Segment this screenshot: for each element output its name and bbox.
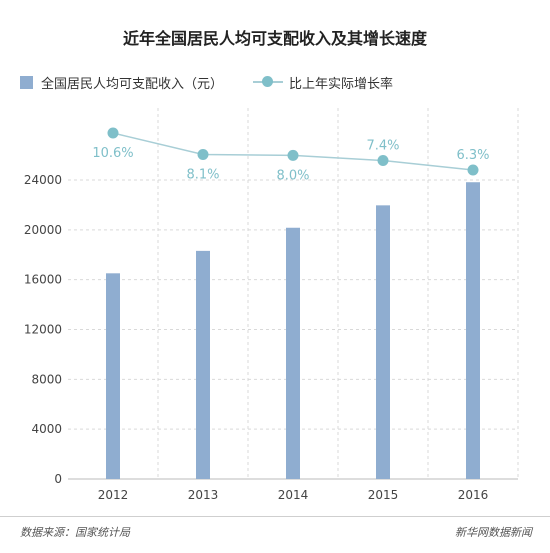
growth-rate-point-2016 [467, 164, 479, 176]
x-tick-label: 2014 [278, 488, 309, 502]
y-tick-label: 4000 [31, 422, 62, 436]
growth-rate-label: 6.3% [456, 148, 489, 163]
legend-bar-label: 全国居民人均可支配收入（元） [41, 76, 224, 92]
bar-income-2016 [466, 182, 480, 479]
footer-source: 数据来源：国家统计局 [20, 526, 130, 539]
y-tick-label: 20000 [24, 223, 62, 237]
x-tick-label: 2013 [188, 488, 219, 502]
footer-divider [0, 516, 550, 517]
growth-rate-point-2012 [107, 127, 119, 139]
legend-bar-swatch [20, 75, 33, 89]
y-tick-label: 8000 [31, 372, 62, 386]
chart-title: 近年全国居民人均可支配收入及其增长速度 [122, 29, 427, 48]
bar-income-2013 [196, 250, 210, 479]
growth-rate-label: 8.1% [186, 168, 219, 183]
bar-income-2012 [106, 273, 120, 479]
x-tick-label: 2016 [458, 488, 489, 502]
x-tick-label: 2012 [98, 488, 129, 502]
y-tick-label: 12000 [24, 323, 62, 337]
legend-line-label: 比上年实际增长率 [289, 76, 394, 92]
growth-rate-label: 8.0% [276, 168, 309, 183]
y-tick-label: 24000 [24, 173, 62, 187]
legend: 全国居民人均可支配收入（元） 比上年实际增长率 [20, 72, 393, 92]
growth-rate-label: 10.6% [92, 146, 133, 161]
growth-rate-point-2013 [197, 149, 209, 161]
growth-rate-point-2015 [377, 155, 389, 167]
growth-rate-point-2014 [287, 149, 299, 161]
legend-line-swatch [253, 75, 284, 89]
bar-income-2014 [286, 227, 300, 479]
y-tick-label: 16000 [24, 273, 62, 287]
growth-rate-label: 7.4% [366, 139, 399, 154]
footer-credit: 新华网数据新闻 [455, 526, 532, 539]
x-tick-label: 2015 [368, 488, 399, 502]
y-tick-label: 0 [54, 472, 62, 486]
bar-income-2015 [376, 205, 390, 479]
